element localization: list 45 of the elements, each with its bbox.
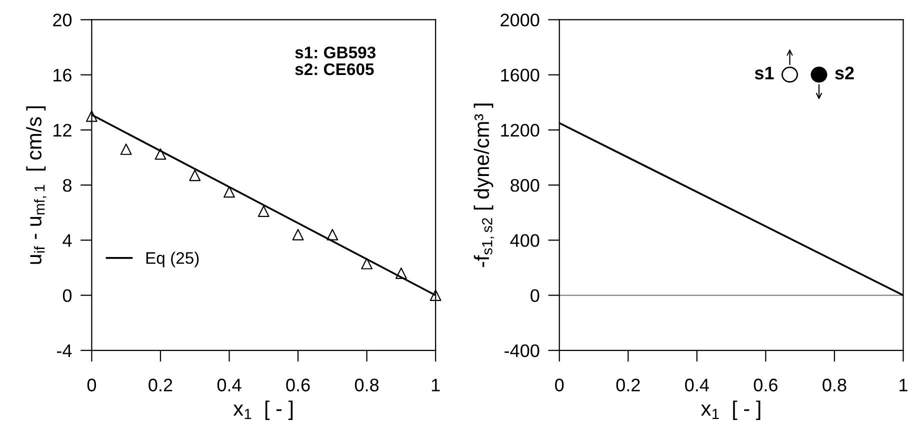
x-axis-title: x$_{1}$ [ - ] [233, 400, 293, 420]
point [120, 144, 132, 155]
x-tick-label: 1 [432, 378, 440, 392]
annotation: s1: GB593 s2: CE605 [295, 46, 376, 76]
x-tick-label: 0.6 [286, 378, 310, 392]
x-tick-label: 0 [555, 378, 564, 392]
x-tick-label: 0 [87, 378, 96, 392]
point [430, 290, 442, 301]
y-tick-label: 4 [62, 234, 72, 247]
y-tick-label: 400 [510, 234, 540, 247]
annotation: s1 [754, 66, 774, 80]
point [292, 228, 304, 240]
x-tick-label: 0.2 [616, 378, 640, 392]
x-tick-label: 0.6 [754, 378, 778, 392]
x-tick-label: 1 [900, 378, 908, 392]
x-tick-label: 0.8 [822, 378, 846, 392]
x-tick-label: 0.4 [217, 378, 242, 392]
x-tick-label: 0.8 [354, 378, 379, 392]
y-tick-label: 0 [530, 289, 540, 302]
point [395, 268, 407, 279]
y-tick-label: 20 [53, 14, 72, 26]
y-tick-label: 800 [510, 178, 540, 192]
y-tick-label: 0 [62, 289, 72, 302]
y-tick-label: 16 [54, 68, 72, 82]
point [361, 258, 373, 270]
x-tick-label: 0.4 [685, 378, 709, 392]
y-tick-label: 12 [54, 124, 72, 136]
y-tick-label: -4 [57, 344, 72, 357]
y-axis-title: -f$_{s1,s2}$ [ dyne/cm³ ] [474, 104, 494, 268]
y-axis-title: u$_{if}$ - u$_{mf,1}$ [ cm/s ] [26, 106, 46, 264]
y-tick-label: 8 [63, 178, 72, 192]
point [326, 228, 338, 240]
point [258, 206, 270, 217]
annotation: s2 [835, 66, 854, 80]
y-tick-label: 2000 [500, 14, 540, 26]
x-tick-label: 0.2 [148, 378, 172, 392]
legend-label: Eq (25) [146, 252, 199, 268]
y-tick-label: 1600 [501, 68, 540, 82]
point [86, 110, 98, 122]
x-axis-title: x$_{1}$ [ - ] [701, 400, 760, 420]
point [189, 170, 201, 182]
point [154, 148, 166, 160]
y-tick-label: -400 [504, 344, 540, 358]
point [224, 186, 235, 198]
y-tick-label: 1200 [501, 124, 540, 137]
